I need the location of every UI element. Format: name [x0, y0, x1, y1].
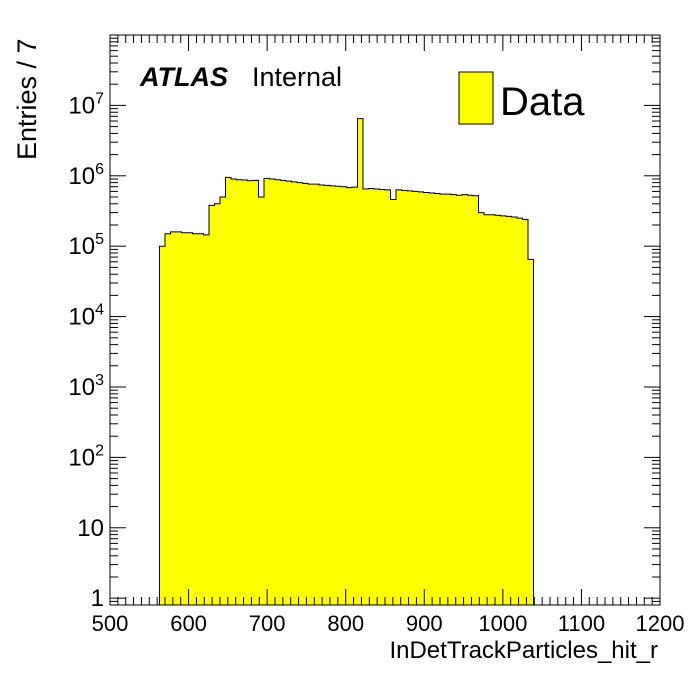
histogram-bar — [390, 199, 397, 605]
x-tick-label: 1100 — [558, 611, 605, 636]
histogram-bar — [357, 118, 364, 606]
histogram-bar — [489, 214, 496, 605]
histogram-bar — [258, 196, 265, 605]
histogram-bar — [159, 246, 166, 605]
histogram-bar — [506, 216, 512, 605]
histogram-bar — [500, 215, 507, 605]
histogram-bar — [346, 187, 353, 605]
x-tick-label: 700 — [249, 611, 286, 636]
histogram-bar — [269, 179, 276, 605]
histogram-bar — [225, 177, 232, 605]
x-tick-label: 600 — [170, 611, 207, 636]
y-tick-label: 1 — [91, 585, 104, 612]
histogram-bar — [396, 189, 402, 605]
histogram-bar — [528, 259, 534, 605]
histogram-bar — [341, 186, 347, 606]
histogram-bar — [236, 179, 243, 606]
atlas-internal-label: Internal — [252, 62, 342, 92]
histogram-bar — [264, 178, 270, 605]
histogram-bar — [187, 232, 193, 605]
histogram-bar — [473, 195, 479, 605]
histogram-bar — [352, 187, 358, 605]
histogram-bar — [412, 191, 419, 605]
histogram-bar — [456, 195, 463, 606]
histogram-bar — [181, 232, 188, 605]
histogram-bar — [165, 233, 171, 605]
histogram-bar — [286, 181, 292, 605]
histogram-bar — [198, 233, 204, 605]
histogram-bar — [176, 231, 182, 605]
y-tick-label: 107 — [68, 90, 104, 119]
histogram-bar — [418, 191, 424, 605]
y-tick-label: 106 — [68, 161, 104, 190]
histogram-bar — [253, 180, 259, 605]
histogram-bar — [324, 185, 331, 605]
x-tick-label: 800 — [327, 611, 364, 636]
x-tick-label: 500 — [92, 611, 129, 636]
y-axis-label: Entries / 7 — [12, 38, 42, 160]
histogram-bar — [297, 182, 303, 606]
histogram-bar — [242, 180, 248, 605]
histogram-bar — [368, 188, 375, 606]
legend-swatch — [458, 71, 494, 125]
histogram-bar — [209, 205, 215, 605]
legend-label-data: Data — [500, 80, 585, 124]
histogram-bar — [401, 190, 408, 606]
histogram-bar — [522, 219, 529, 606]
x-tick-labels: 500 600 700 800 900 1000 1100 1200 — [92, 611, 685, 636]
histogram-bar — [451, 194, 457, 606]
y-tick-label: 102 — [68, 442, 104, 471]
histogram-bar — [291, 181, 298, 606]
y-tick-label: 104 — [68, 302, 104, 331]
histogram-bar — [434, 193, 441, 606]
histogram-bar — [440, 194, 446, 605]
histogram-bar — [462, 194, 468, 606]
y-tick-labels: 1 10 102 103 104 105 106 107 — [68, 90, 104, 612]
histogram-bar — [319, 185, 325, 605]
histogram-bar — [231, 179, 237, 605]
x-tick-label: 1200 — [636, 611, 685, 636]
histogram-bar — [374, 188, 380, 605]
histogram-bar — [302, 183, 309, 605]
histogram-bar — [445, 194, 452, 605]
histogram-bar — [385, 189, 391, 605]
atlas-label: ATLAS — [139, 62, 228, 92]
histogram-bar — [484, 214, 490, 605]
histogram-bar — [313, 184, 320, 605]
histogram-bar — [247, 180, 254, 605]
histogram-bar — [495, 215, 501, 606]
histogram-bar — [170, 231, 177, 605]
histogram-bar — [363, 188, 369, 605]
histogram-bars — [159, 118, 534, 606]
histogram-bar — [517, 218, 523, 606]
histogram-bar — [280, 180, 287, 605]
y-tick-label: 105 — [68, 231, 104, 260]
x-tick-label: 900 — [406, 611, 443, 636]
histogram-outline — [159, 118, 534, 605]
histogram-bar — [330, 185, 336, 606]
histogram-bar — [192, 233, 199, 605]
histogram-bar — [220, 196, 226, 605]
x-axis-ticks — [109, 35, 661, 605]
histogram-bar — [511, 216, 518, 605]
histogram-bar — [407, 190, 413, 606]
histogram-bar — [203, 234, 210, 605]
y-tick-label: 10 — [77, 515, 104, 542]
histogram-bar — [478, 212, 485, 605]
y-tick-label: 103 — [68, 372, 104, 401]
histogram-bar — [467, 195, 474, 606]
x-tick-label: 1000 — [478, 611, 527, 636]
histogram-bar — [335, 186, 342, 606]
y-axis-ticks — [110, 34, 660, 606]
histogram-bar — [214, 203, 221, 605]
histogram-bar — [275, 179, 281, 606]
histogram-bar — [429, 192, 435, 606]
histogram-bar — [423, 192, 430, 605]
histogram-bar — [308, 184, 314, 605]
x-axis-label: InDetTrackParticles_hit_r — [389, 637, 658, 664]
histogram-bar — [379, 189, 386, 605]
